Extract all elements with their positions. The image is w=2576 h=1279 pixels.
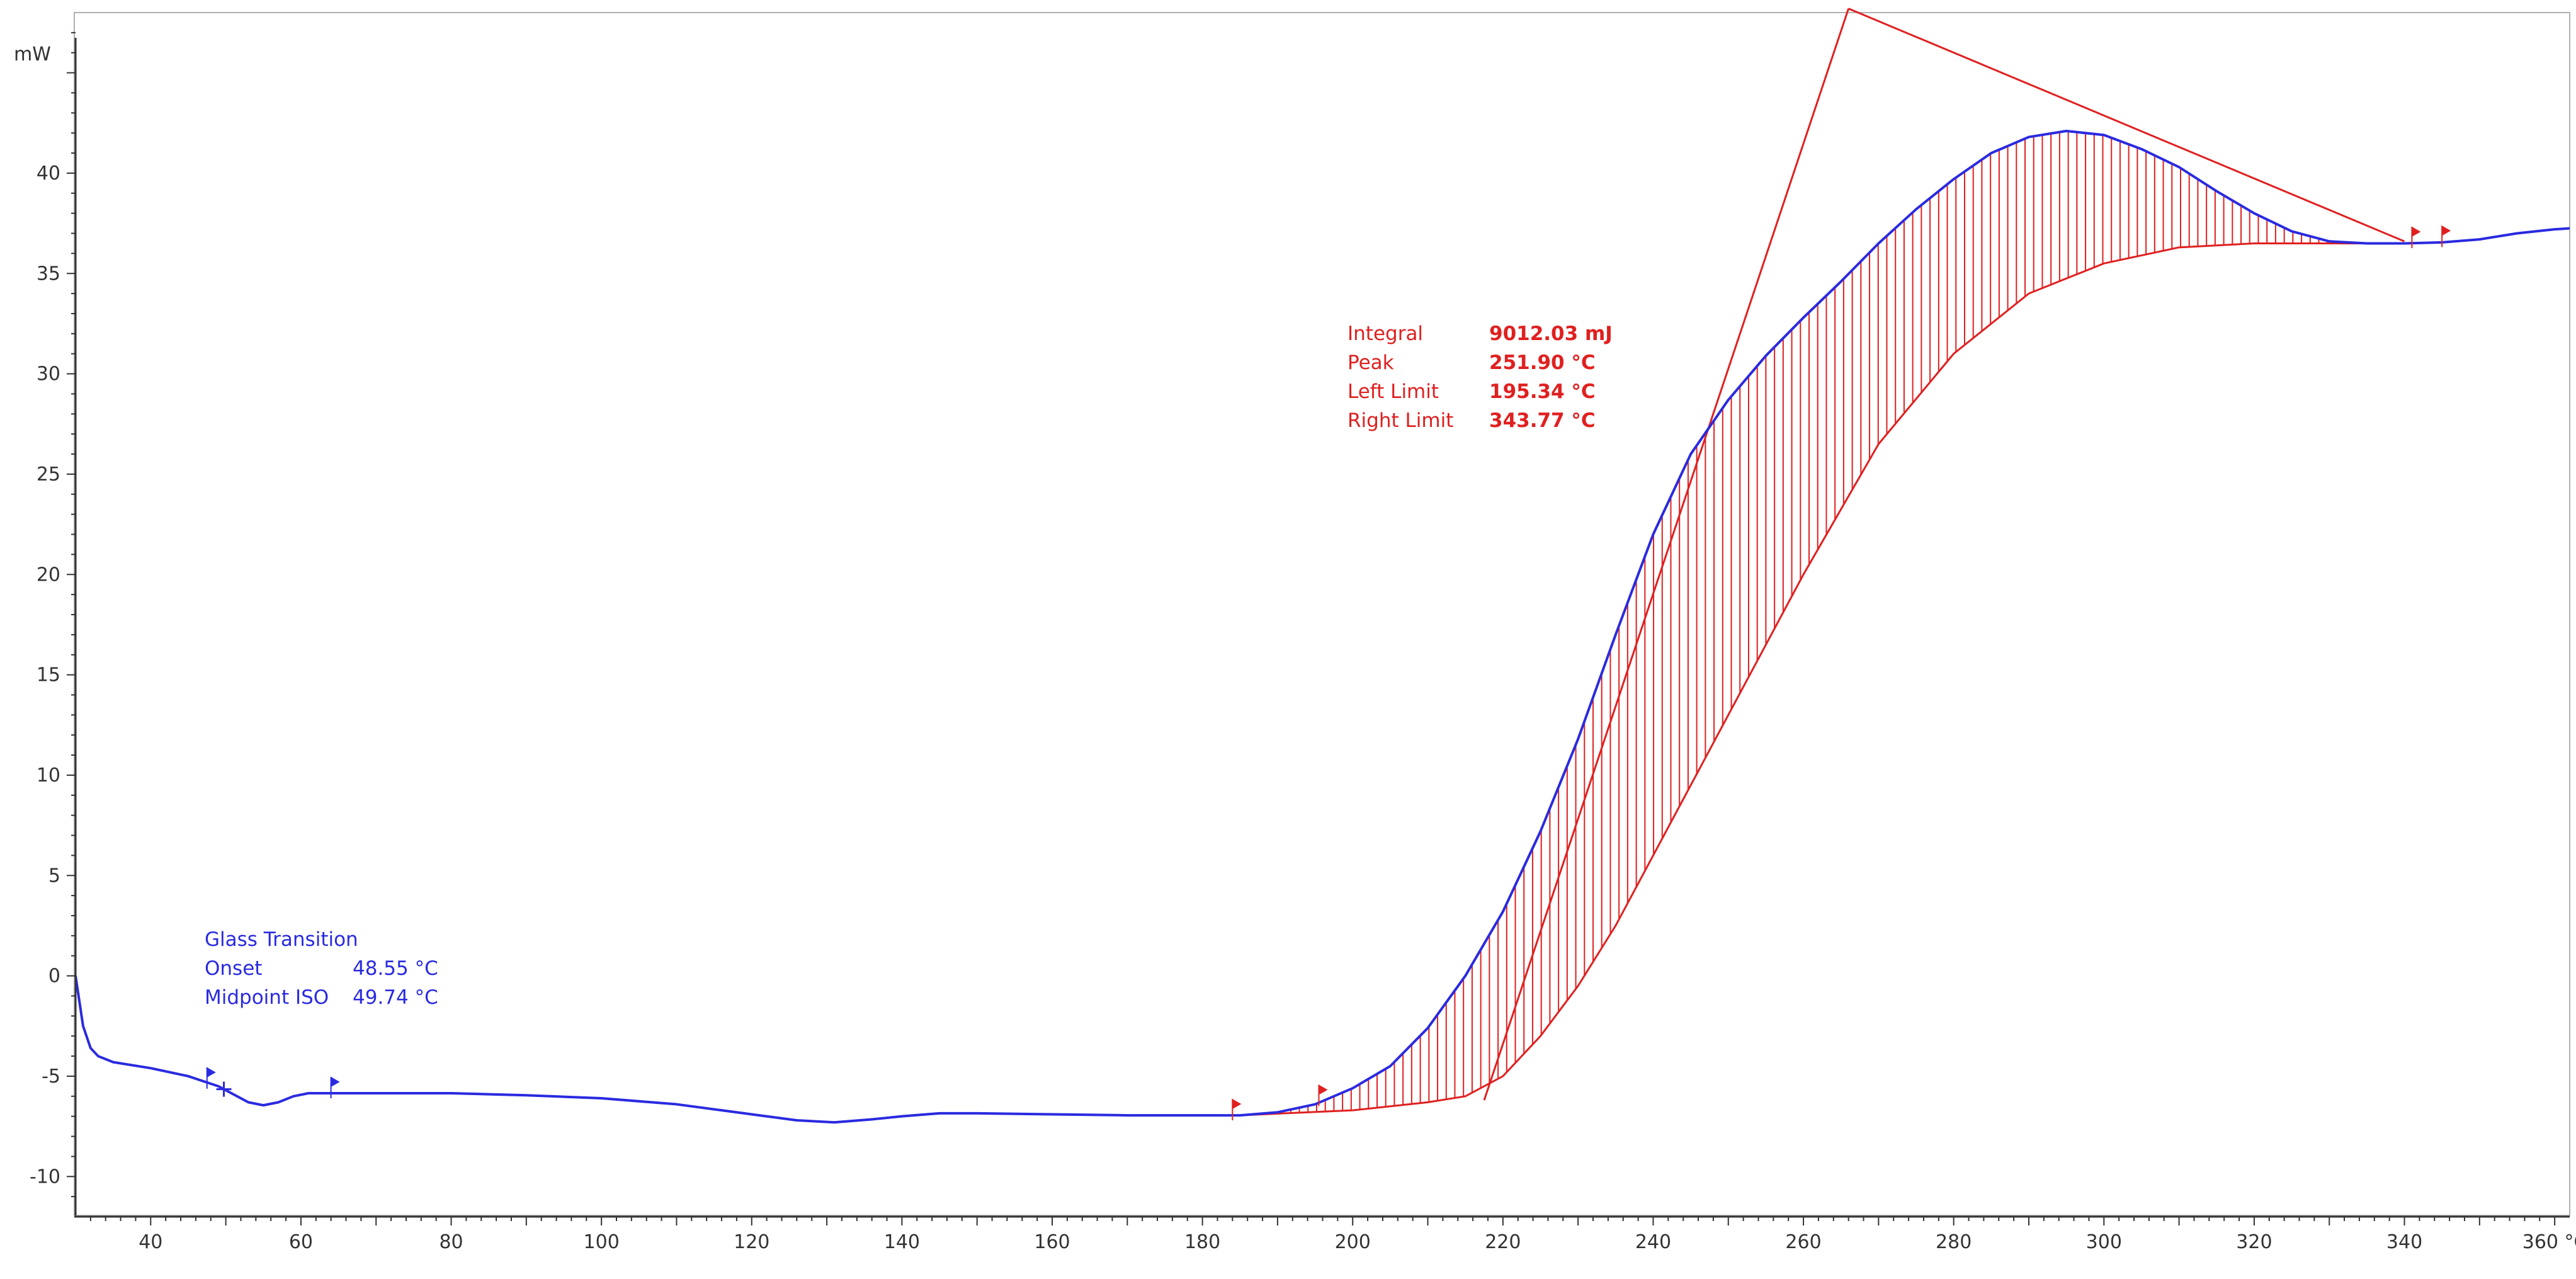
baseline-line bbox=[1240, 242, 2405, 1117]
tangent-lines bbox=[1483, 8, 2405, 1101]
evaluation-markers bbox=[206, 225, 2451, 1121]
x-tick-label: 100 bbox=[584, 1231, 620, 1253]
x-tick-label: 240 bbox=[1635, 1231, 1671, 1253]
peak-evaluation-box: Integral 9012.03 mJ Peak 251.90 °C Left … bbox=[1348, 322, 1613, 432]
x-tick-label: 80 bbox=[439, 1231, 463, 1253]
y-tick-label: 0 bbox=[48, 965, 60, 987]
x-tick-label: 140 bbox=[884, 1231, 920, 1253]
integral-baseline bbox=[1240, 242, 2405, 1117]
tangent-line bbox=[1848, 8, 2405, 242]
y-tick-label: 15 bbox=[37, 664, 60, 686]
left-limit-value: 195.34 °C bbox=[1489, 380, 1596, 403]
y-tick-label: 40 bbox=[37, 162, 60, 185]
glass-marker bbox=[207, 1067, 216, 1077]
x-ticks: 40 60 80 100 120 140 160 180 200 220 240 260 280 300 3… bbox=[89, 1217, 2576, 1253]
peak-value: 251.90 °C bbox=[1489, 351, 1596, 374]
x-tick-label: 280 bbox=[1936, 1231, 1972, 1253]
x-tick-label: 180 bbox=[1184, 1231, 1220, 1253]
x-tick-label: 220 bbox=[1485, 1231, 1521, 1253]
onset-label: Onset bbox=[205, 957, 262, 980]
y-tick-label: 35 bbox=[37, 263, 60, 285]
limit-marker bbox=[1232, 1099, 1242, 1110]
y-ticks: -10 -5 0 5 10 15 20 25 30 35 40 bbox=[30, 31, 76, 1198]
integral-label: Integral bbox=[1348, 322, 1423, 345]
limit-marker bbox=[2412, 226, 2421, 237]
glass-marker bbox=[331, 1077, 340, 1088]
y-tick-label: 30 bbox=[37, 363, 60, 385]
limit-marker bbox=[2442, 225, 2451, 236]
y-unit-label: mW bbox=[14, 43, 51, 65]
x-tick-label: 160 bbox=[1034, 1231, 1070, 1253]
dsc-curve bbox=[74, 130, 2570, 1124]
integral-value: 9012.03 mJ bbox=[1489, 322, 1613, 345]
x-tick-label: 340 bbox=[2386, 1231, 2422, 1253]
y-tick-label: 25 bbox=[37, 463, 60, 486]
midpoint-iso-value: 49.74 °C bbox=[353, 986, 438, 1009]
x-tick-label: 60 bbox=[289, 1231, 313, 1253]
x-tick-label: 320 bbox=[2236, 1231, 2272, 1253]
y-tick-label: 10 bbox=[37, 765, 60, 787]
dsc-curve-line bbox=[74, 130, 2570, 1124]
y-tick-label: 20 bbox=[37, 564, 60, 586]
x-tick-label: 260 bbox=[1785, 1231, 1821, 1253]
x-tick-label: 360 °C bbox=[2522, 1231, 2576, 1253]
right-limit-label: Right Limit bbox=[1348, 409, 1453, 432]
left-limit-label: Left Limit bbox=[1348, 380, 1439, 403]
x-tick-label: 200 bbox=[1335, 1231, 1371, 1253]
y-tick-label: -5 bbox=[42, 1066, 60, 1088]
x-tick-label: 300 bbox=[2086, 1231, 2122, 1253]
x-tick-label: 120 bbox=[734, 1231, 769, 1253]
onset-value: 48.55 °C bbox=[353, 957, 438, 980]
y-tick-label: -10 bbox=[30, 1166, 60, 1188]
midpoint-iso-label: Midpoint ISO bbox=[205, 986, 329, 1009]
right-limit-value: 343.77 °C bbox=[1489, 409, 1596, 432]
limit-marker bbox=[1319, 1084, 1328, 1095]
peak-label: Peak bbox=[1348, 351, 1394, 374]
integral-hatch-area bbox=[1247, 131, 2363, 1115]
glass-transition-title: Glass Transition bbox=[205, 928, 358, 951]
tangent-line bbox=[1483, 8, 1850, 1101]
y-tick-label: 5 bbox=[48, 865, 60, 887]
x-tick-label: 40 bbox=[139, 1231, 162, 1253]
glass-transition-box: Glass Transition Onset 48.55 °C Midpoint… bbox=[205, 928, 438, 1009]
